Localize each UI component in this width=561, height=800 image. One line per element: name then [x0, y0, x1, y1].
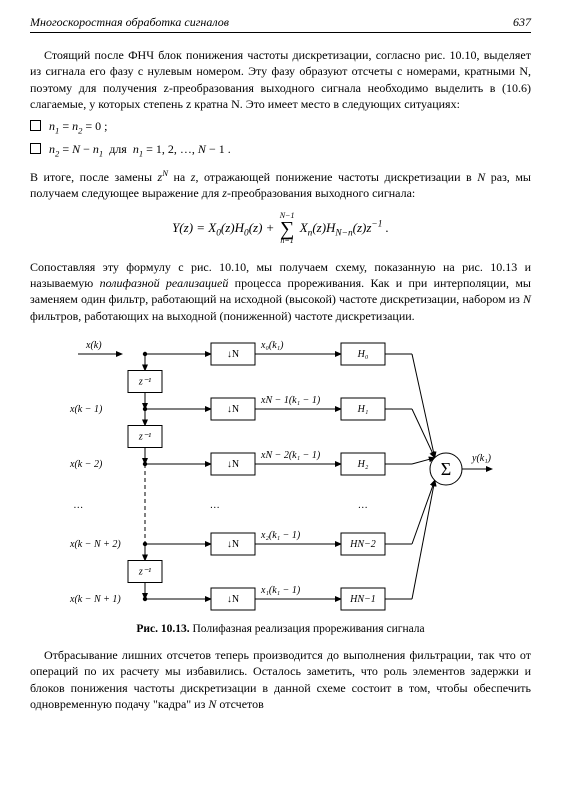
- svg-text:H₀: H₀: [356, 349, 368, 360]
- svg-text:x(k − 1): x(k − 1): [69, 404, 103, 415]
- svg-text:xN − 1(k₁ − 1): xN − 1(k₁ − 1): [260, 395, 321, 406]
- paragraph-4: Отбрасывание лишних отсчетов теперь прои…: [30, 647, 531, 712]
- square-bullet-icon: [30, 120, 41, 131]
- svg-text:↓N: ↓N: [226, 539, 238, 550]
- equation-10: Y(z) = X0(z)H0(z) + N−1∑n=1 Xn(z)HN−n(z)…: [30, 211, 531, 247]
- paragraph-3: Сопоставляя эту формулу с рис. 10.10, мы…: [30, 259, 531, 324]
- svg-text:HN−1: HN−1: [349, 594, 376, 605]
- svg-text:…: …: [358, 500, 367, 511]
- block-diagram: x(k) ↓N x₀(k₁) H₀ z⁻¹ x(k − 1) ↓N xN − 1(k₁ − 1…: [66, 334, 496, 616]
- svg-text:z⁻¹: z⁻¹: [137, 431, 150, 442]
- square-bullet-icon: [30, 143, 41, 154]
- svg-text:H₂: H₂: [356, 459, 368, 470]
- header-title: Многоскоростная обработка сигналов: [30, 14, 229, 30]
- svg-text:↓N: ↓N: [226, 594, 238, 605]
- list-item: n2 = N − n1 для n1 = 1, 2, …, N − 1 .: [30, 141, 531, 160]
- figure-10-13: x(k) ↓N x₀(k₁) H₀ z⁻¹ x(k − 1) ↓N xN − 1(k₁ − 1…: [30, 334, 531, 616]
- list-item: n1 = n2 = 0 ;: [30, 118, 531, 137]
- bullet-list: n1 = n2 = 0 ; n2 = N − n1 для n1 = 1, 2,…: [30, 118, 531, 160]
- svg-text:z⁻¹: z⁻¹: [137, 376, 150, 387]
- svg-text:…: …: [74, 500, 83, 511]
- svg-text:x₂(k₁ − 1): x₂(k₁ − 1): [260, 530, 301, 541]
- svg-text:x(k − 2): x(k − 2): [69, 459, 103, 470]
- svg-text:y(k₁): y(k₁): [471, 453, 492, 464]
- bullet-text-1: n1 = n2 = 0 ;: [49, 118, 108, 137]
- svg-text:…: …: [210, 500, 219, 511]
- svg-text:z⁻¹: z⁻¹: [137, 566, 150, 577]
- figure-caption: Рис. 10.13. Полифазная реализация прореж…: [30, 622, 531, 638]
- svg-text:x(k − N + 1): x(k − N + 1): [69, 594, 121, 605]
- svg-text:x(k): x(k): [85, 340, 102, 351]
- svg-text:H₁: H₁: [356, 404, 368, 415]
- svg-text:↓N: ↓N: [226, 404, 238, 415]
- svg-text:↓N: ↓N: [226, 349, 238, 360]
- page-number: 637: [513, 14, 531, 30]
- svg-text:x₁(k₁ − 1): x₁(k₁ − 1): [260, 585, 301, 596]
- paragraph-1: Стоящий после ФНЧ блок понижения частоты…: [30, 47, 531, 112]
- svg-text:x₀(k₁): x₀(k₁): [260, 340, 284, 351]
- svg-text:HN−2: HN−2: [349, 539, 376, 550]
- running-header: Многоскоростная обработка сигналов 637: [30, 14, 531, 33]
- paragraph-2: В итоге, после замены zN на z, отражающе…: [30, 168, 531, 201]
- svg-text:x(k − N + 2): x(k − N + 2): [69, 539, 121, 550]
- svg-text:↓N: ↓N: [226, 459, 238, 470]
- svg-text:Σ: Σ: [440, 459, 450, 479]
- svg-text:xN − 2(k₁ − 1): xN − 2(k₁ − 1): [260, 450, 321, 461]
- bullet-text-2: n2 = N − n1 для n1 = 1, 2, …, N − 1 .: [49, 141, 231, 160]
- page: Многоскоростная обработка сигналов 637 С…: [0, 0, 561, 800]
